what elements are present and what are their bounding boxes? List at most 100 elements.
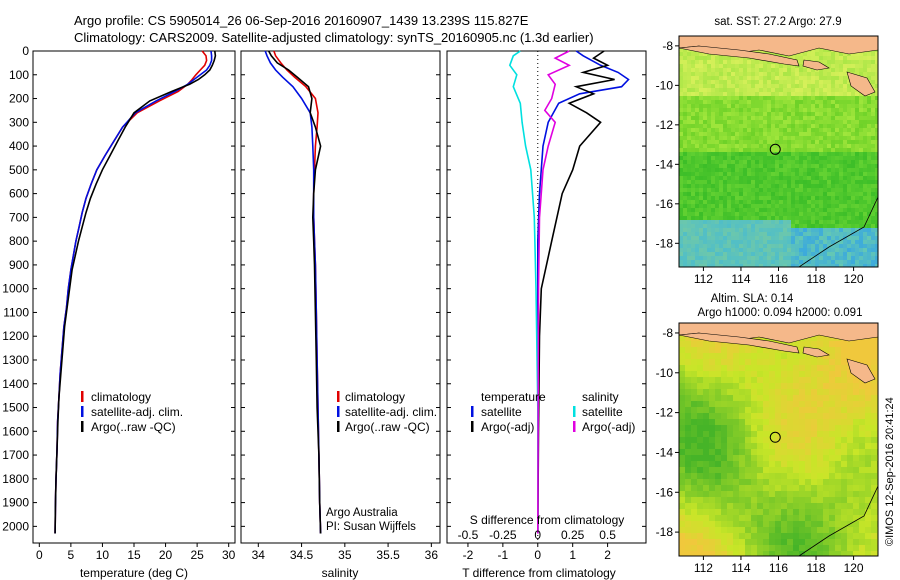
difference-top-xlabel: S difference from climatology (470, 513, 625, 527)
temperature-xtick: 15 (127, 548, 141, 562)
difference-series-3 (536, 50, 572, 534)
map-xtick: 116 (769, 561, 788, 575)
map-ytick: -14 (656, 445, 674, 459)
diff-legend-temperature-title: temperature (481, 390, 546, 404)
footer-timestamp: ©IMOS 12-Sep-2016 20:41:24 (884, 397, 896, 546)
temperature-xtick: 0 (36, 548, 43, 562)
temperature-legend: climatology satellite-adj. clim. Argo(..… (81, 390, 183, 434)
salinity-xlabel: salinity (322, 566, 359, 580)
map-ytick: -10 (656, 366, 674, 380)
salinity-annotation-2: PI: Susan Wijffels (326, 521, 416, 533)
sst-map-title: sat. SST: 27.2 Argo: 27.9 (714, 16, 841, 28)
temperature-legend-argo: Argo(..raw -QC) (91, 420, 176, 434)
diff-legend-salinity-title: salinity (582, 390, 619, 404)
argo-position-marker (769, 431, 781, 443)
diff-legend-sal-satellite: satellite (582, 405, 623, 419)
map-ytick: -10 (656, 78, 674, 92)
temperature-legend-satellite: satellite-adj. clim. (91, 405, 183, 419)
coastline-australia (798, 485, 878, 556)
temperature-axes (32, 50, 236, 544)
map-ytick: -16 (656, 197, 674, 211)
temperature-xtick: 5 (68, 548, 75, 562)
salinity-series-1 (264, 50, 322, 534)
map-ytick: -8 (662, 326, 673, 340)
map-xtick: 118 (806, 272, 825, 286)
depth-tick: 1600 (2, 424, 29, 438)
temperature-xtick: 25 (190, 548, 204, 562)
sla-map: Altim. SLA: 0.14 Argo h1000: 0.094 h2000… (656, 293, 879, 575)
land-sumba (846, 358, 876, 384)
salinity-annotation-1: Argo Australia (326, 507, 398, 519)
temperature-xtick: 30 (222, 548, 236, 562)
map-ytick: -16 (656, 485, 674, 499)
depth-tick: 1900 (2, 496, 29, 510)
depth-tick: 1800 (2, 472, 29, 486)
depth-tick: 1000 (2, 282, 29, 296)
map-xtick: 120 (844, 272, 864, 286)
map-ytick: -12 (656, 118, 674, 132)
diff-legend-sal-argo: Argo(-adj) (582, 420, 635, 434)
land-island (802, 59, 830, 71)
difference-axes (446, 50, 647, 544)
sst-map: sat. SST: 27.2 Argo: 27.9 112 114 116 118 12… (656, 16, 879, 286)
salinity-xtick: 35 (338, 548, 352, 562)
temperature-xtick: 10 (96, 548, 110, 562)
depth-tick: 800 (9, 234, 29, 248)
difference-xlabel: T difference from climatology (462, 566, 616, 580)
difference-xtick: -2 (463, 548, 474, 562)
land-island (802, 346, 830, 358)
salinity-legend: climatology satellite-adj. clim. Argo(..… (337, 390, 437, 434)
salinity-xtick: 36 (425, 548, 439, 562)
map-xtick: 116 (769, 272, 788, 286)
depth-tick: 1700 (2, 448, 29, 462)
map-ytick: -8 (662, 39, 673, 53)
difference-s-tick: -0.5 (458, 528, 479, 542)
depth-tick: 2000 (2, 519, 29, 533)
depth-tick: 300 (9, 115, 29, 129)
depth-tick: 200 (9, 92, 29, 106)
map-xtick: 112 (694, 561, 713, 575)
depth-tick: 700 (9, 210, 29, 224)
land-sumba (846, 71, 876, 97)
difference-series-2 (508, 50, 539, 534)
difference-xtick: 0 (534, 548, 541, 562)
sla-map-plot (679, 323, 878, 556)
map-xtick: 114 (731, 272, 750, 286)
map-ytick: -12 (656, 406, 674, 420)
map-ytick: -18 (656, 525, 674, 539)
argo-position-marker (769, 143, 781, 155)
temperature-legend-climatology: climatology (91, 390, 151, 404)
salinity-series-2 (267, 50, 322, 534)
sst-map-plot (679, 36, 878, 267)
diff-legend-temp-argo: Argo(-adj) (481, 420, 534, 434)
map-xtick: 112 (694, 272, 713, 286)
sla-map-title-1: Altim. SLA: 0.14 (711, 293, 794, 305)
temperature-xlabel: temperature (deg C) (80, 566, 188, 580)
sla-map-title-2: Argo h1000: 0.094 h2000: 0.091 (698, 307, 863, 319)
map-xtick: 118 (806, 561, 825, 575)
difference-panel: -2 -1 0 1 2 -0.5 -0.25 0 0.25 0.5 S difference fr… (446, 50, 647, 580)
coastline-australia (798, 196, 878, 267)
difference-xtick: -1 (498, 548, 509, 562)
difference-legend: temperature satellite Argo(-adj) salinit… (471, 390, 635, 434)
difference-s-tick: 0 (534, 528, 541, 542)
difference-s-tick: -0.25 (489, 528, 517, 542)
diff-legend-temp-satellite: satellite (481, 405, 522, 419)
land-island (679, 45, 800, 67)
map-xtick: 120 (844, 561, 864, 575)
temperature-panel: 0 5 10 15 20 25 300100200300400500600700800900… (2, 44, 235, 580)
difference-series-1 (537, 50, 615, 534)
salinity-legend-climatology: climatology (345, 390, 405, 404)
salinity-xtick: 34.5 (290, 548, 314, 562)
temperature-xtick: 20 (159, 548, 173, 562)
difference-xtick: 2 (604, 548, 611, 562)
salinity-legend-satellite: satellite-adj. clim. (345, 405, 437, 419)
difference-s-tick: 0.5 (599, 528, 616, 542)
header-line2: Climatology: CARS2009. Satellite-adjuste… (74, 30, 594, 45)
depth-tick: 600 (9, 187, 29, 201)
difference-xtick: 1 (569, 548, 576, 562)
depth-tick: 1300 (2, 353, 29, 367)
salinity-legend-argo: Argo(..raw -QC) (345, 420, 430, 434)
difference-s-tick: 0.25 (561, 528, 585, 542)
